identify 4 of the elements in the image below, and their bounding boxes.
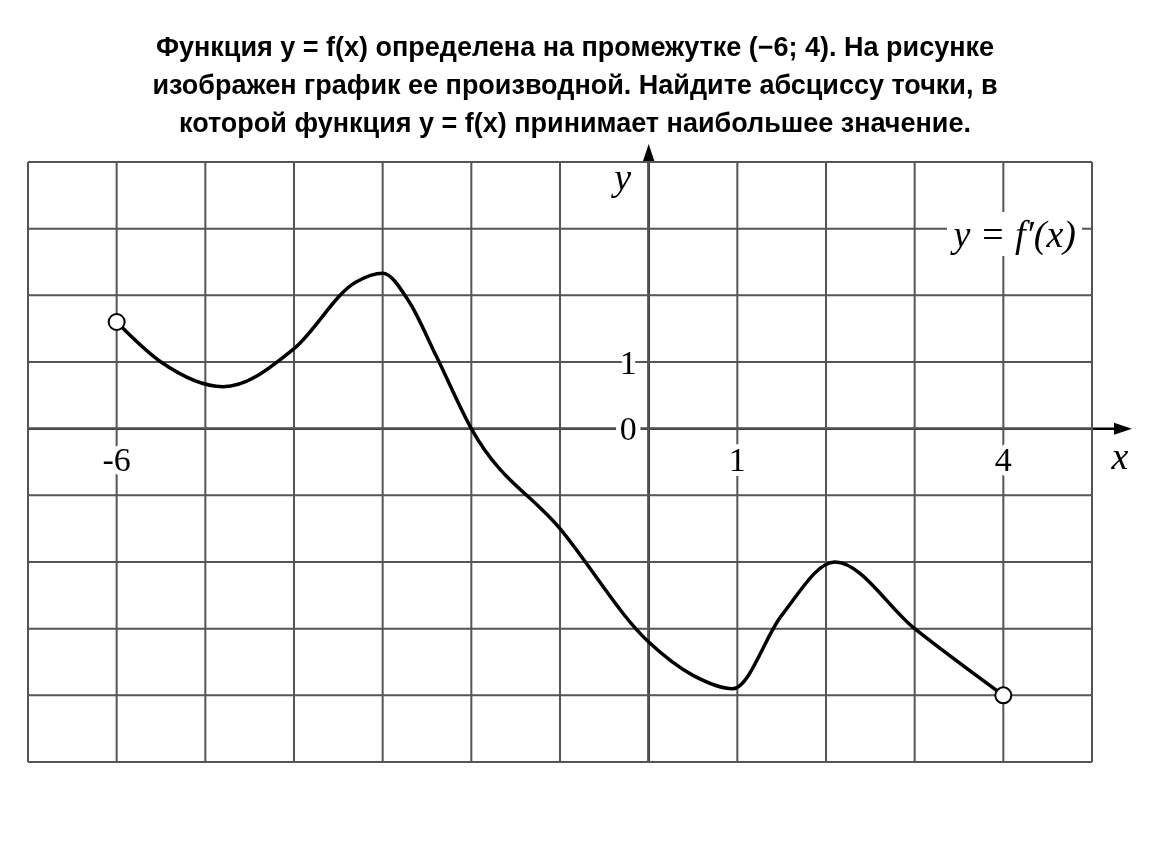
x-axis-title: x xyxy=(1110,434,1129,477)
y-axis-title: y xyxy=(610,156,632,198)
chart-title: Функция y = f(x) определена на промежутке (−6; 4). На рисунке изображен график ее производной. Найдите абсциссу точки, в которой функция y = f(x) принимает наибольшее значение. xyxy=(151,31,999,140)
annotation: y = f′(x) xyxy=(947,212,1082,256)
